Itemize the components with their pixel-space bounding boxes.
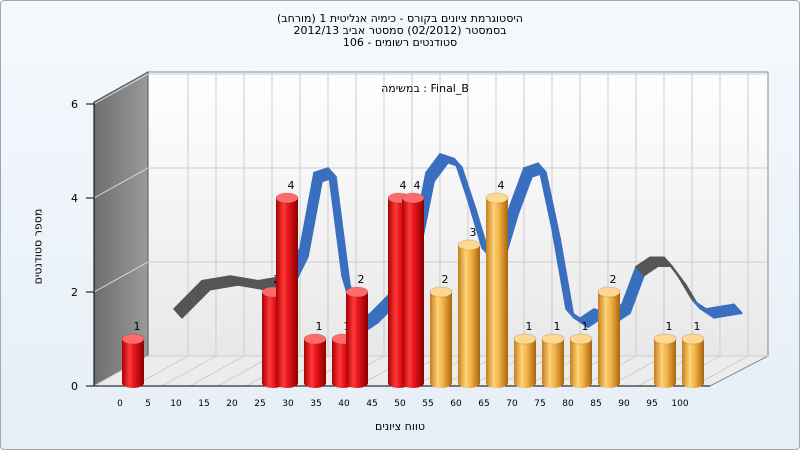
bar-value-label: 4 <box>288 179 295 192</box>
distribution-curve-segment <box>705 303 743 319</box>
x-tick-label: 35 <box>310 399 321 409</box>
x-tick-label: 30 <box>282 399 294 409</box>
bar-body <box>486 198 508 388</box>
bar: 4 <box>401 179 425 388</box>
x-tick-label: 20 <box>226 399 238 409</box>
bar: 1 <box>121 320 145 388</box>
bar: 2 <box>345 273 369 388</box>
bar-body <box>654 339 676 388</box>
bar-top <box>513 333 537 345</box>
bar: 2 <box>429 273 453 388</box>
chart-title-line-3: סטודנטים רשומים - 106 <box>342 36 458 49</box>
bar-value-label: 1 <box>582 320 589 333</box>
bar-top <box>345 286 369 298</box>
bar-value-label: 1 <box>694 320 701 333</box>
chart-title-line-1: היסטוגרמת ציונים בקורס - כימיה אנליטית 1… <box>277 12 523 25</box>
x-tick-label: 10 <box>170 399 182 409</box>
y-tick-label: 0 <box>71 380 78 393</box>
y-gridline-wall <box>93 73 149 105</box>
bar-top <box>597 286 621 298</box>
bar: 1 <box>653 320 677 388</box>
x-tick-label: 40 <box>338 399 350 409</box>
x-floor-gridline <box>161 355 217 387</box>
bar-body <box>430 292 452 388</box>
bar-value-label: 2 <box>358 273 365 286</box>
bar: 4 <box>275 179 299 388</box>
bar: 1 <box>541 320 565 388</box>
y-axis-label: מספר סטודנטים <box>31 208 45 285</box>
bar: 4 <box>485 179 509 388</box>
bar: 2 <box>597 273 621 388</box>
bar: 1 <box>513 320 537 388</box>
bar-top <box>401 192 425 204</box>
y-tick-label: 4 <box>71 192 78 205</box>
bar-body <box>346 292 368 388</box>
bar-value-label: 2 <box>610 273 617 286</box>
bar-body <box>276 198 298 388</box>
x-tick-label: 45 <box>366 399 377 409</box>
bar-body <box>598 292 620 388</box>
bar-top <box>681 333 705 345</box>
y-gridline-wall <box>93 167 149 199</box>
bar-value-label: 4 <box>414 179 421 192</box>
bar: 1 <box>303 320 327 388</box>
y-gridline-wall <box>93 261 149 293</box>
bar-body <box>514 339 536 388</box>
x-tick-label: 0 <box>117 399 123 409</box>
x-tick-label: 25 <box>254 399 265 409</box>
bar-body <box>402 198 424 388</box>
x-tick-label: 15 <box>198 399 209 409</box>
bar-top <box>121 333 145 345</box>
bar-body <box>122 339 144 388</box>
bar: 3 <box>457 226 481 388</box>
bar-body <box>570 339 592 388</box>
bar-body <box>542 339 564 388</box>
x-tick-label: 75 <box>534 399 545 409</box>
bar-value-label: 1 <box>666 320 673 333</box>
bar-top <box>275 192 299 204</box>
bar: 1 <box>569 320 593 388</box>
bar-value-label: 3 <box>470 226 477 239</box>
bar-top <box>541 333 565 345</box>
bar-value-label: 4 <box>400 179 407 192</box>
x-tick-label: 90 <box>618 399 630 409</box>
bar-top <box>303 333 327 345</box>
x-floor-gridline <box>189 355 245 387</box>
x-tick-label: 70 <box>506 399 518 409</box>
x-tick-label: 95 <box>646 399 657 409</box>
bar-value-label: 1 <box>554 320 561 333</box>
chart-title-line-2: בסמסטר (02/2012) סמסטר אביב 2012/13 <box>293 24 507 37</box>
x-tick-label: 55 <box>422 399 433 409</box>
bar-top <box>485 192 509 204</box>
bar-body <box>304 339 326 388</box>
x-tick-label: 5 <box>145 399 151 409</box>
x-tick-label: 65 <box>478 399 489 409</box>
bar-value-label: 1 <box>134 320 141 333</box>
bar-top <box>429 286 453 298</box>
bar-top <box>457 239 481 251</box>
bar-top <box>653 333 677 345</box>
bar-value-label: 1 <box>316 320 323 333</box>
bar-value-label: 2 <box>442 273 449 286</box>
bar-top <box>569 333 593 345</box>
x-tick-label: 85 <box>590 399 601 409</box>
x-tick-label: 60 <box>450 399 462 409</box>
bar: 1 <box>681 320 705 388</box>
bar-body <box>458 245 480 388</box>
bar-value-label: 4 <box>498 179 505 192</box>
x-tick-label: 50 <box>394 399 406 409</box>
bar-value-label: 1 <box>526 320 533 333</box>
x-axis-label: טווח ציונים <box>375 420 425 433</box>
x-tick-label: 80 <box>562 399 574 409</box>
x-tick-label: 100 <box>671 399 688 409</box>
bar-body <box>682 339 704 388</box>
chart-annotation: במשימה : Final_B <box>381 82 469 95</box>
y-tick-label: 2 <box>71 286 78 299</box>
y-tick-label: 6 <box>71 98 78 111</box>
